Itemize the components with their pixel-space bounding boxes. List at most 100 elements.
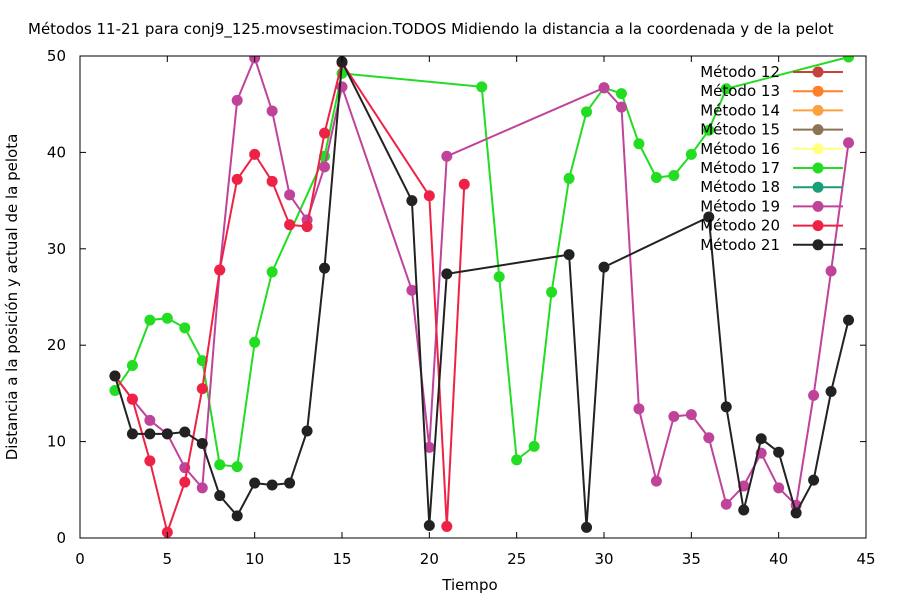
data-point <box>249 336 261 348</box>
data-point <box>179 322 191 334</box>
data-point <box>720 401 732 413</box>
data-point <box>161 312 173 324</box>
data-point <box>301 425 313 437</box>
data-point <box>196 482 208 494</box>
legend-item: Método 18 <box>700 178 843 196</box>
data-point <box>144 455 156 467</box>
data-point <box>843 137 855 149</box>
legend-item: Método 17 <box>700 159 843 177</box>
legend-label: Método 16 <box>700 140 780 158</box>
legend-swatch-marker <box>812 66 824 78</box>
legend-item: Método 16 <box>700 140 843 158</box>
series-21 <box>109 56 855 533</box>
data-point <box>144 314 156 326</box>
legend-label: Método 20 <box>700 217 780 235</box>
data-point <box>773 482 785 494</box>
data-point <box>441 268 453 280</box>
data-point <box>406 195 418 207</box>
data-point <box>231 461 243 473</box>
data-point <box>214 459 226 471</box>
data-point <box>179 476 191 488</box>
axis-ticks: 0 5 10 15 20 25 30 35 40 45 0 10 20 30 40 50 <box>47 47 876 568</box>
data-point <box>633 138 645 150</box>
data-point <box>546 286 558 298</box>
plot-area <box>109 56 855 538</box>
plot-frame <box>79 55 867 539</box>
legend-label: Método 14 <box>700 101 780 119</box>
legend-swatch-marker <box>812 239 824 251</box>
data-point <box>685 409 697 421</box>
data-point <box>703 432 715 444</box>
data-point <box>598 82 610 94</box>
legend-swatch-marker <box>812 220 824 232</box>
y-tick-label: 0 <box>56 529 66 547</box>
data-point <box>126 359 138 371</box>
data-point <box>563 249 575 261</box>
data-point <box>668 170 680 182</box>
data-point <box>650 475 662 487</box>
data-point <box>703 211 715 223</box>
data-point <box>214 490 226 502</box>
data-point <box>109 370 121 382</box>
legend-swatch-marker <box>812 162 824 174</box>
data-point <box>808 389 820 401</box>
legend-item: Método 12 <box>700 63 843 81</box>
x-tick-label: 15 <box>332 550 351 568</box>
legend-label: Método 12 <box>700 63 780 81</box>
data-point <box>231 510 243 522</box>
x-tick-label: 5 <box>163 550 173 568</box>
legend-item: Método 15 <box>700 121 843 139</box>
y-tick-label: 40 <box>47 143 66 161</box>
data-point <box>266 105 278 117</box>
data-point <box>161 428 173 440</box>
data-point <box>144 428 156 440</box>
data-point <box>825 265 837 277</box>
data-point <box>214 264 226 276</box>
chart-title: Métodos 11-21 para conj9_125.movsestimac… <box>28 20 834 39</box>
data-point <box>196 438 208 450</box>
data-point <box>563 172 575 184</box>
data-point <box>266 175 278 187</box>
data-point <box>493 271 505 283</box>
x-tick-label: 10 <box>245 550 264 568</box>
data-point <box>196 383 208 395</box>
data-point <box>249 477 261 489</box>
series-20 <box>109 57 470 538</box>
legend-label: Método 21 <box>700 236 780 254</box>
data-point <box>703 124 715 136</box>
x-tick-label: 45 <box>856 550 875 568</box>
legend-swatch-marker <box>812 143 824 155</box>
data-point <box>808 474 820 486</box>
legend-swatch-marker <box>812 200 824 212</box>
legend-label: Método 15 <box>700 121 780 139</box>
data-point <box>423 519 435 531</box>
data-point <box>266 479 278 491</box>
legend-label: Método 13 <box>700 82 780 100</box>
data-point <box>650 171 662 183</box>
data-point <box>720 498 732 510</box>
data-point <box>179 426 191 438</box>
data-point <box>144 414 156 426</box>
data-point <box>511 454 523 466</box>
data-point <box>773 446 785 458</box>
data-point <box>843 56 855 63</box>
legend-item: Método 13 <box>700 82 843 100</box>
data-point <box>266 266 278 278</box>
legend-item: Método 19 <box>700 197 843 215</box>
x-tick-label: 0 <box>75 550 85 568</box>
y-tick-label: 20 <box>47 336 66 354</box>
x-tick-label: 40 <box>769 550 788 568</box>
data-point <box>231 173 243 185</box>
data-point <box>476 81 488 93</box>
x-tick-label: 20 <box>420 550 439 568</box>
x-tick-label: 25 <box>507 550 526 568</box>
data-point <box>615 88 627 100</box>
data-point <box>738 504 750 516</box>
legend-item: Método 14 <box>700 101 843 119</box>
data-point <box>126 393 138 405</box>
data-point <box>441 520 453 532</box>
data-point <box>284 219 296 231</box>
data-point <box>249 148 261 160</box>
data-point <box>336 81 348 93</box>
